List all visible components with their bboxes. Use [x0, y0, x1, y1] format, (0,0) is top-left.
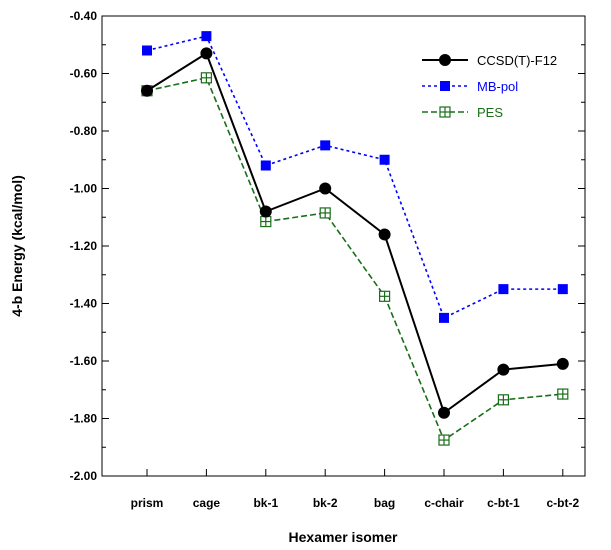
data-point	[498, 284, 509, 295]
y-tick-label: -1.80	[70, 412, 98, 426]
y-axis-title: 4-b Energy (kcal/mol)	[9, 175, 25, 317]
x-tick-label: prism	[131, 496, 164, 510]
series-pes	[141, 72, 569, 446]
data-point	[379, 290, 391, 302]
legend-label: PES	[477, 105, 503, 120]
series-mb-pol	[142, 31, 568, 323]
data-point	[439, 312, 449, 323]
series-line	[146, 76, 563, 442]
data-point	[438, 434, 450, 446]
data-point	[200, 72, 212, 84]
legend-label: CCSD(T)-F12	[477, 53, 557, 68]
series-ccsd-t-f12	[141, 47, 569, 419]
y-tick-label: -0.80	[70, 124, 98, 138]
data-point	[319, 182, 332, 195]
legend-marker	[439, 54, 451, 66]
legend: CCSD(T)-F12 MB-pol PES	[422, 53, 557, 120]
data-point	[378, 228, 391, 241]
data-point	[497, 394, 509, 406]
legend-marker	[439, 106, 451, 118]
data-point	[201, 31, 212, 42]
data-point	[556, 357, 569, 370]
data-point	[260, 160, 271, 171]
series-layer	[141, 31, 569, 446]
data-point	[379, 154, 390, 165]
legend-marker	[440, 81, 450, 91]
y-tick-label: -0.60	[70, 67, 98, 81]
x-tick-label: bag	[374, 496, 395, 510]
data-point	[557, 388, 569, 400]
x-tick-label: c-bt-2	[546, 496, 579, 510]
x-tick-label: c-chair	[424, 496, 464, 510]
legend-item: CCSD(T)-F12	[422, 53, 557, 68]
data-point	[557, 284, 568, 295]
y-tick-label: -2.00	[70, 469, 98, 483]
x-tick-label: c-bt-1	[487, 496, 520, 510]
data-point	[319, 207, 331, 219]
series-line	[146, 51, 563, 415]
data-point	[141, 84, 153, 97]
x-tick-label: bk-1	[253, 496, 278, 510]
data-point	[200, 47, 213, 60]
x-axis: prism cage bk-1 bk-2 bag c-chair c-bt-1 c-bt-2	[131, 469, 579, 510]
series-line	[146, 35, 563, 319]
x-tick-label: bk-2	[313, 496, 338, 510]
legend-label: MB-pol	[477, 79, 518, 94]
data-point	[438, 406, 450, 419]
x-axis-title: Hexamer isomer	[289, 529, 399, 545]
y-tick-label: -1.20	[70, 239, 98, 253]
y-tick-label: -0.40	[70, 9, 98, 23]
data-point	[142, 45, 152, 56]
x-tick-label: cage	[193, 496, 221, 510]
data-point	[497, 363, 510, 376]
y-tick-label: -1.00	[70, 182, 98, 196]
legend-item: MB-pol	[422, 79, 518, 94]
y-tick-label: -1.60	[70, 354, 98, 368]
data-point	[260, 215, 272, 228]
legend-item: PES	[422, 105, 503, 120]
data-point	[320, 140, 331, 151]
y-tick-label: -1.40	[70, 297, 98, 311]
data-point	[259, 205, 272, 218]
y-axis: -0.40 -0.60 -0.80 -1.00 -1.20 -1.40 -1.60 -1.80…	[70, 9, 585, 483]
